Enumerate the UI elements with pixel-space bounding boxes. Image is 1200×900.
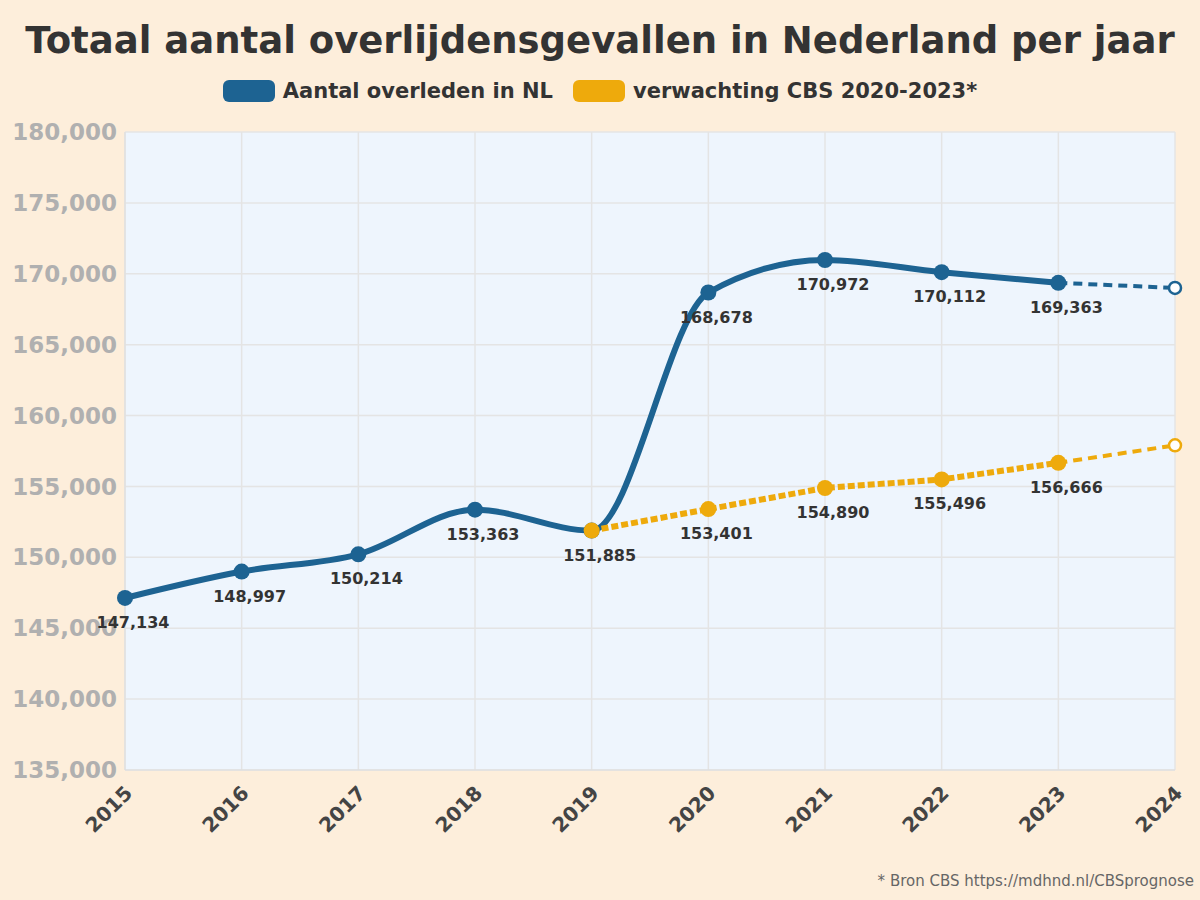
svg-text:153,363: 153,363 <box>447 525 520 544</box>
svg-text:150,214: 150,214 <box>330 569 403 588</box>
html-text:* Bron CBS https://mdhnd.nl/CB: * Bron CBS https://mdhnd.nl/CBSprognose <box>877 872 1194 890</box>
svg-text:154,890: 154,890 <box>797 503 870 522</box>
svg-text:2021: 2021 <box>781 781 837 837</box>
svg-text:2018: 2018 <box>431 781 487 837</box>
svg-text:160,000: 160,000 <box>12 403 117 429</box>
svg-text:155,496: 155,496 <box>913 494 986 513</box>
svg-text:145,000: 145,000 <box>12 615 117 642</box>
svg-text:151,885: 151,885 <box>563 546 636 565</box>
svg-text:165,000: 165,000 <box>12 332 117 358</box>
html-text:Totaal aantal overlijdensgeval: Totaal aantal overlijdensgevallen in Ned… <box>25 19 1175 62</box>
svg-text:148,997: 148,997 <box>213 587 286 606</box>
svg-text:153,401: 153,401 <box>680 524 753 543</box>
svg-text:147,134: 147,134 <box>97 613 170 632</box>
svg-text:140,000: 140,000 <box>12 686 117 712</box>
html-text:verwachting CBS 2020-2023*: verwachting CBS 2020-2023* <box>633 79 978 103</box>
svg-text:168,678: 168,678 <box>680 308 753 327</box>
svg-text:2022: 2022 <box>897 781 953 837</box>
svg-text:169,363: 169,363 <box>1030 298 1103 317</box>
svg-text:2019: 2019 <box>547 781 603 837</box>
svg-text:175,000: 175,000 <box>12 190 117 216</box>
svg-text:155,000: 155,000 <box>12 474 117 500</box>
svg-text:2015: 2015 <box>81 781 137 837</box>
svg-text:2016: 2016 <box>197 781 253 837</box>
html-text:Aantal overleden in NL: Aantal overleden in NL <box>282 79 553 103</box>
svg-text:170,972: 170,972 <box>797 275 870 294</box>
svg-text:170,112: 170,112 <box>913 287 986 306</box>
svg-text:2024: 2024 <box>1131 781 1187 837</box>
svg-text:135,000: 135,000 <box>12 757 117 783</box>
svg-text:150,000: 150,000 <box>12 544 117 570</box>
svg-text:170,000: 170,000 <box>12 261 117 287</box>
svg-text:156,666: 156,666 <box>1030 478 1103 497</box>
svg-text:2023: 2023 <box>1014 781 1070 837</box>
svg-text:2017: 2017 <box>314 781 370 837</box>
svg-text:180,000: 180,000 <box>12 119 117 145</box>
svg-text:2020: 2020 <box>664 781 720 837</box>
